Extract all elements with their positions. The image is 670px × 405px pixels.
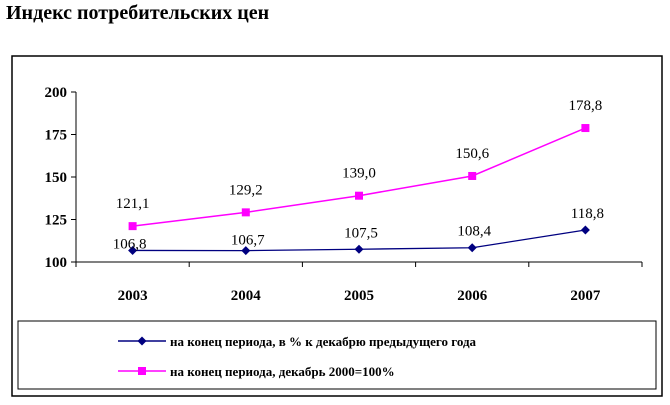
legend-label: на конец периода, в % к декабрю предыдущ… [170, 334, 477, 349]
legend-entry-2: на конец периода, декабрь 2000=100% [118, 364, 395, 379]
data-label: 150,6 [455, 146, 489, 162]
x-tick-label: 2003 [118, 288, 148, 304]
data-point [468, 171, 477, 180]
y-tick-label: 150 [45, 170, 68, 186]
data-point [128, 245, 138, 255]
chart-axes: 100 125 150 175 200 2003 2004 2005 2006 2007 [45, 85, 643, 304]
x-tick-label: 2006 [457, 288, 488, 304]
page-title: Индекс потребительских цен [6, 2, 270, 24]
data-point [580, 225, 590, 235]
data-point [467, 243, 477, 253]
data-point [355, 191, 363, 200]
chart-series: 106,8 106,7 107,5 108,4 118,8 121,1 129,2 139,0… [113, 98, 604, 256]
y-tick-label: 125 [45, 213, 68, 229]
data-label: 178,8 [569, 98, 603, 114]
data-label: 129,2 [229, 182, 263, 198]
data-point [241, 208, 250, 217]
y-tick-label: 175 [45, 128, 68, 144]
series-2: 121,1 129,2 139,0 150,6 178,8 [116, 98, 603, 231]
legend-box [17, 320, 657, 390]
legend-label: на конец периода, декабрь 2000=100% [170, 364, 395, 379]
x-tick-label: 2005 [344, 288, 374, 304]
legend-marker [137, 336, 147, 346]
data-label: 139,0 [342, 166, 376, 182]
legend-marker [138, 367, 146, 375]
series-1: 106,8 106,7 107,5 108,4 118,8 [113, 206, 604, 256]
data-point [241, 246, 251, 256]
data-label: 107,5 [344, 225, 378, 241]
data-label: 106,8 [113, 236, 147, 252]
data-label: 118,8 [571, 206, 604, 222]
data-label: 121,1 [116, 196, 150, 212]
y-tick-label: 200 [45, 85, 68, 101]
data-point [581, 124, 590, 133]
legend-entry-1: на конец периода, в % к декабрю предыдущ… [118, 334, 477, 349]
y-tick-label: 100 [45, 255, 68, 271]
chart-legend: на конец периода, в % к декабрю предыдущ… [118, 334, 477, 379]
data-point [128, 222, 137, 231]
x-tick-label: 2007 [570, 288, 601, 304]
data-label: 108,4 [457, 224, 491, 240]
data-point [354, 244, 364, 254]
x-tick-label: 2004 [231, 288, 262, 304]
data-label: 106,7 [231, 233, 265, 249]
